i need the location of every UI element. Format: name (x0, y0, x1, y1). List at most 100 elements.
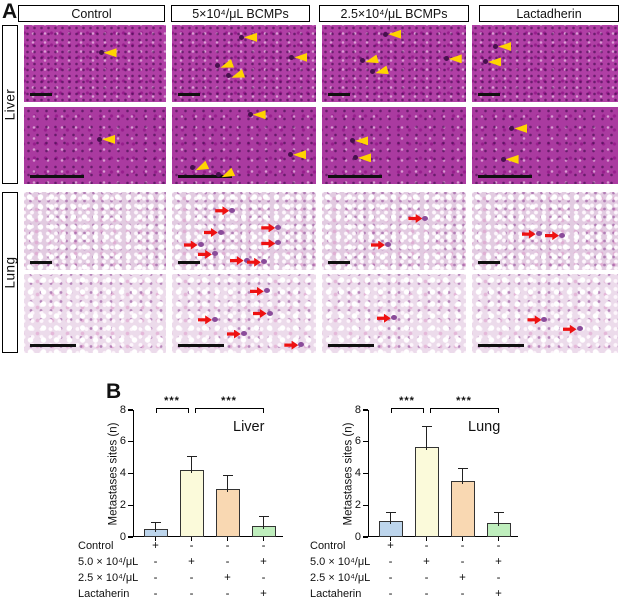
arrowhead-icon (103, 48, 117, 58)
metastasis-spot (97, 136, 103, 142)
y-axis-label-text: Metastases sites (n) (342, 422, 354, 525)
condition-symbol: - (261, 572, 266, 584)
condition-symbol: - (424, 572, 429, 584)
metastasis-spot (240, 331, 247, 337)
histology-image-lung-4 (472, 192, 618, 270)
significance-label: *** (456, 395, 472, 407)
error-bar-cap (493, 511, 504, 513)
bar-2 (179, 470, 204, 537)
metastasis-spot (443, 56, 449, 62)
metastasis-spot (211, 316, 218, 322)
metastasis-spot (383, 31, 389, 37)
metastasis-spot (350, 138, 356, 144)
arrowhead-icon (498, 42, 512, 52)
arrowhead-icon (292, 150, 306, 160)
y-tick-label: 6 (354, 435, 361, 448)
error-bar-line (190, 456, 193, 474)
scale-bar (328, 344, 374, 347)
metastasis-spot (247, 112, 253, 118)
metastasis-spot (239, 34, 244, 40)
metastasis-spot (260, 259, 267, 265)
histology-image-liver-1 (24, 107, 166, 184)
x-tick (389, 537, 392, 541)
arrow-icon (215, 206, 230, 216)
metastasis-spot (289, 54, 295, 60)
error-bar-line (461, 467, 464, 485)
y-tick-label: 8 (354, 403, 361, 416)
y-tick (363, 472, 368, 475)
scale-bar (478, 261, 500, 264)
arrow-icon (197, 249, 212, 259)
metastasis-spot (190, 164, 196, 170)
y-axis-label-text: Metastases sites (n) (107, 422, 119, 525)
arrow-icon (562, 324, 577, 334)
arrow-icon (229, 256, 244, 266)
histology-image-liver-2 (172, 107, 316, 184)
condition-symbol: + (260, 588, 267, 600)
metastasis-spot (243, 257, 250, 263)
histology-image-liver-3 (322, 107, 466, 184)
metastasis-spot (215, 172, 221, 178)
histology-image-liver-4 (472, 25, 618, 102)
y-tick (128, 409, 133, 411)
scale-bar (478, 344, 524, 347)
histology-image-liver-4 (472, 107, 618, 184)
histology-image-lung-2 (172, 192, 316, 270)
error-bar-line (262, 515, 265, 529)
scale-bar (178, 93, 200, 96)
metastasis-spot (214, 62, 220, 68)
arrowhead-icon (218, 59, 233, 72)
plot-frame (133, 410, 283, 537)
significance-label: *** (221, 395, 237, 407)
error-bar-line (497, 511, 500, 526)
condition-label: 5.0 × 10⁴/μL (310, 556, 371, 568)
condition-symbol: + (152, 540, 159, 552)
arrowhead-icon (102, 134, 116, 144)
chart-title-lung: Lung (468, 419, 501, 435)
row-label-lung: Lung (2, 192, 18, 353)
condition-symbol: - (225, 588, 230, 600)
condition-symbol: - (153, 588, 158, 600)
y-axis-label: Metastases sites (n) (340, 410, 356, 537)
arrowhead-icon (230, 69, 245, 82)
error-bar-line (389, 511, 392, 525)
condition-symbol: - (460, 556, 465, 568)
significance-bracket (429, 408, 499, 409)
metastasis-spot (226, 73, 232, 79)
metastasis-spot (500, 156, 506, 162)
condition-symbol: + (495, 588, 502, 600)
scale-bar (478, 175, 532, 178)
significance-label: *** (399, 395, 415, 407)
histology-image-lung-1 (24, 274, 166, 353)
metastasis-spot (197, 242, 204, 248)
y-axis-label: Metastases sites (n) (105, 410, 121, 537)
arrowhead-icon (252, 110, 266, 120)
metastasis-spot (229, 207, 236, 213)
error-bar-line (154, 521, 157, 533)
metastasis-spot (384, 242, 391, 248)
arrowhead-icon (355, 136, 369, 146)
scale-bar (30, 93, 52, 96)
arrow-icon (252, 309, 267, 318)
metastasis-spot (275, 224, 282, 230)
lung-label: Lung (2, 256, 18, 289)
metastasis-spot (263, 288, 270, 294)
metastasis-spot (360, 57, 366, 63)
condition-symbol: - (496, 540, 501, 552)
y-tick-label: 0 (354, 530, 361, 543)
arrowhead-icon (514, 124, 528, 134)
histology-image-liver-2 (172, 25, 316, 102)
error-bar-line (425, 425, 428, 450)
error-bar-line (226, 475, 229, 493)
arrow-icon (370, 240, 385, 250)
bracket-end-tick (262, 408, 264, 413)
bracket-end-tick (429, 408, 431, 413)
x-tick (262, 537, 265, 541)
metastasis-spot (287, 152, 293, 158)
y-tick-label: 2 (354, 498, 361, 511)
condition-symbol: - (153, 556, 158, 568)
column-header-control: Control (18, 5, 165, 22)
condition-symbol: - (388, 588, 393, 600)
y-tick (128, 504, 133, 506)
histology-image-liver-1 (24, 25, 166, 102)
